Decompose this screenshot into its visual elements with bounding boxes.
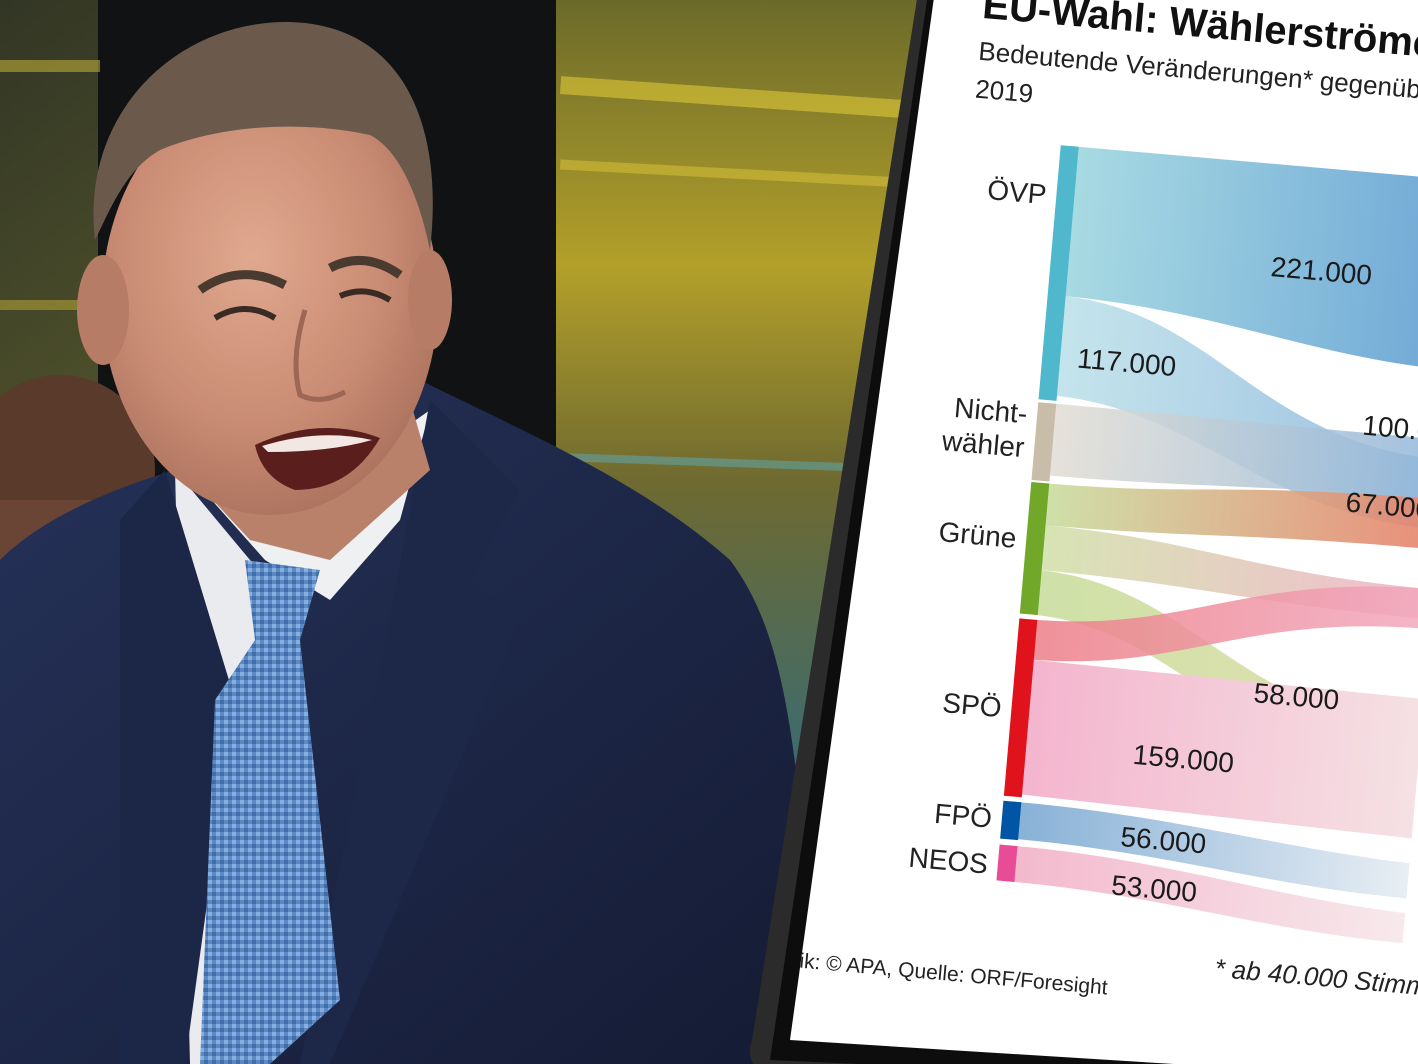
- node-ovp: [1038, 145, 1079, 401]
- label-gruene: Grüne: [937, 516, 1017, 554]
- sankey-flows: [1006, 146, 1418, 944]
- flow-spoe-1: [1025, 586, 1418, 662]
- flow-neos: [1006, 845, 1406, 944]
- node-neos: [996, 844, 1018, 882]
- label-nichtwaehler-2: wähler: [940, 425, 1026, 463]
- label-nichtwaehler-1: Nicht-: [953, 392, 1029, 429]
- label-spoe: SPÖ: [941, 687, 1003, 723]
- sankey-nodes: [996, 145, 1079, 882]
- flow-ovp-main: [1057, 146, 1418, 371]
- node-nichtwaehler: [1031, 402, 1057, 482]
- value-fpoe: 56.000: [1119, 821, 1207, 859]
- flow-spoe-2: [1014, 659, 1418, 839]
- label-neos: NEOS: [907, 842, 989, 880]
- flow-gruene-1: [1037, 482, 1418, 550]
- value-neos: 53.000: [1110, 870, 1198, 908]
- flow-nichtwaehler: [1041, 403, 1418, 500]
- value-gruene-3: 58.000: [1252, 677, 1340, 715]
- flow-fpoe: [1010, 801, 1410, 899]
- node-gruene: [1019, 481, 1050, 616]
- chart-subtitle-year: 2019: [974, 74, 1034, 109]
- node-fpoe: [1000, 800, 1022, 841]
- node-spoe: [1003, 618, 1038, 798]
- label-fpoe: FPÖ: [933, 798, 993, 834]
- label-ovp: ÖVP: [986, 174, 1048, 210]
